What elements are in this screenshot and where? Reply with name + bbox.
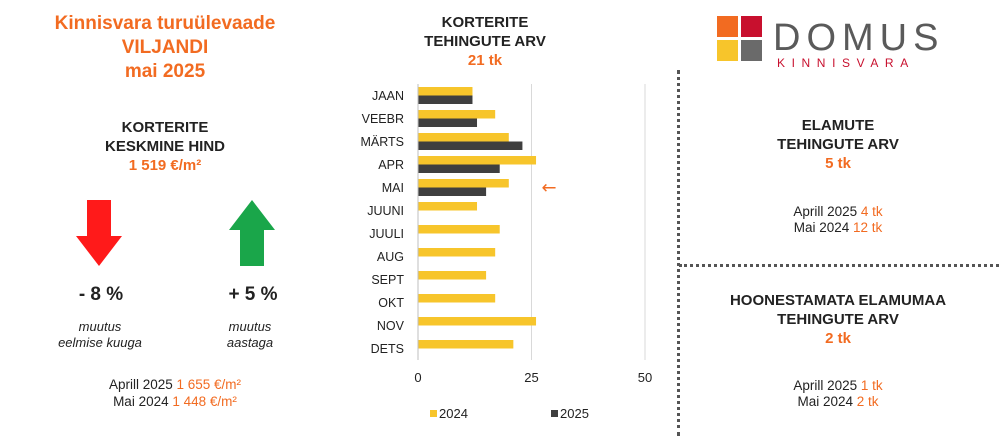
legend-swatch: [551, 410, 558, 417]
change-year-caption-2: aastaga: [226, 335, 274, 350]
legend-label: 2024: [439, 406, 468, 421]
avg-price-label-2: KESKMINE HIND: [104, 138, 225, 155]
bar-2024: [418, 87, 473, 96]
bar-2025: [418, 187, 487, 196]
title-line-1: Kinnisvara turuülevaade: [54, 13, 276, 34]
category-label: JAAN: [372, 89, 404, 103]
category-label: JUULI: [369, 227, 404, 241]
category-label: APR: [378, 158, 404, 172]
chart-title-value: 21 tk: [467, 52, 503, 69]
category-label: MAI: [382, 181, 404, 195]
report-title: Kinnisvara turuülevaade VILJANDI mai 202…: [20, 12, 310, 84]
houses-compare-label: Aprill 2025: [793, 204, 858, 219]
bar-2025: [418, 118, 478, 127]
land-title-1: HOONESTAMATA ELAMUMAA: [729, 292, 947, 309]
avg-price-block: KORTERITE KESKMINE HIND 1 519 €/m²: [60, 118, 270, 175]
price-compare-label: Mai 2024: [113, 394, 169, 409]
bar-2024: [418, 271, 487, 280]
land-compare-label: Mai 2024: [797, 394, 853, 409]
land-compare-label: Aprill 2025: [793, 378, 858, 393]
bar-2025: [418, 141, 523, 150]
land-title-2: TEHINGUTE ARV: [777, 311, 899, 328]
bar-2024: [418, 248, 496, 257]
houses-block: ELAMUTE TEHINGUTE ARV 5 tk: [708, 116, 968, 173]
land-block: HOONESTAMATA ELAMUMAA TEHINGUTE ARV 2 tk: [708, 291, 968, 348]
deals-bar-chart: JAAN VEEBR MÄRTS APR MAI JUUNI JUULI AUG SEPT OKT…: [360, 84, 652, 421]
x-tick-label: 50: [638, 370, 652, 385]
houses-compare-value: 4 tk: [860, 204, 883, 219]
chart-title-line-1: KORTERITE: [441, 14, 529, 31]
price-compare-value: 1 448 €/m²: [172, 394, 237, 409]
change-year-caption: muutus aastaga: [200, 319, 300, 351]
category-label: DETS: [371, 342, 404, 356]
bar-2024: [418, 179, 509, 188]
change-month-caption-2: eelmise kuuga: [58, 335, 142, 350]
change-year-caption-1: muutus: [228, 319, 272, 334]
legend-label: 2025: [560, 406, 589, 421]
chart-title: KORTERITE TEHINGUTE ARV 21 tk: [405, 13, 565, 70]
land-value: 2 tk: [825, 330, 851, 347]
bar-2024: [418, 317, 537, 326]
bar-2024: [418, 340, 514, 349]
svg-text:DOMUS: DOMUS: [773, 17, 944, 59]
x-tick-label: 0: [414, 370, 421, 385]
category-label: AUG: [377, 250, 404, 264]
price-compare-row: Aprill 2025 1 655 €/m²: [70, 376, 280, 393]
arrow-down-icon: [76, 200, 122, 266]
land-compare-value: 1 tk: [860, 378, 883, 393]
change-month-caption: muutus eelmise kuuga: [35, 319, 165, 351]
change-month-value: - 8 %: [78, 284, 124, 305]
land-compare-value: 2 tk: [856, 394, 879, 409]
houses-title-1: ELAMUTE: [801, 117, 875, 134]
annotation-arrow: ←: [542, 178, 557, 199]
divider-horizontal: [679, 264, 999, 267]
chart-title-line-2: TEHINGUTE ARV: [424, 33, 546, 50]
title-line-3: mai 2025: [124, 61, 206, 82]
category-label: NOV: [377, 319, 405, 333]
price-compare-label: Aprill 2025: [108, 377, 173, 392]
bar-2024: [418, 133, 509, 142]
category-label: OKT: [378, 296, 404, 310]
title-line-2: VILJANDI: [121, 37, 209, 58]
avg-price-value: 1 519 €/m²: [128, 157, 202, 174]
houses-compare-label: Mai 2024: [793, 220, 850, 235]
houses-value: 5 tk: [825, 155, 851, 172]
houses-compare-row: Aprill 2025 4 tk: [708, 204, 968, 220]
land-compare-row: Aprill 2025 1 tk: [708, 378, 968, 394]
category-label: JUUNI: [367, 204, 404, 218]
bar-2024: [418, 110, 496, 119]
houses-title-2: TEHINGUTE ARV: [777, 136, 899, 153]
category-label: MÄRTS: [360, 135, 404, 149]
houses-compare-value: 12 tk: [853, 220, 883, 235]
avg-price-label-1: KORTERITE: [121, 119, 209, 136]
x-tick-label: 25: [524, 370, 538, 385]
domus-logo: DOMUS KINNISVARA: [717, 16, 944, 70]
bar-2024: [418, 294, 496, 303]
change-month-caption-1: muutus: [78, 319, 122, 334]
arrow-up-icon: [229, 200, 275, 266]
bar-2024: [418, 202, 478, 211]
bar-2024: [418, 156, 537, 165]
category-label: VEEBR: [362, 112, 404, 126]
bar-2025: [418, 95, 473, 104]
bar-2024: [418, 225, 500, 234]
land-compare-row: Mai 2024 2 tk: [708, 394, 968, 410]
price-compare-row: Mai 2024 1 448 €/m²: [70, 393, 280, 410]
bar-2025: [418, 164, 500, 173]
houses-compare-row: Mai 2024 12 tk: [708, 220, 968, 236]
category-label: SEPT: [371, 273, 404, 287]
svg-text:KINNISVARA: KINNISVARA: [777, 56, 915, 70]
change-year-value: + 5 %: [228, 284, 278, 305]
price-compare-value: 1 655 €/m²: [176, 377, 242, 392]
legend-swatch: [430, 410, 437, 417]
divider-vertical: [677, 70, 680, 436]
